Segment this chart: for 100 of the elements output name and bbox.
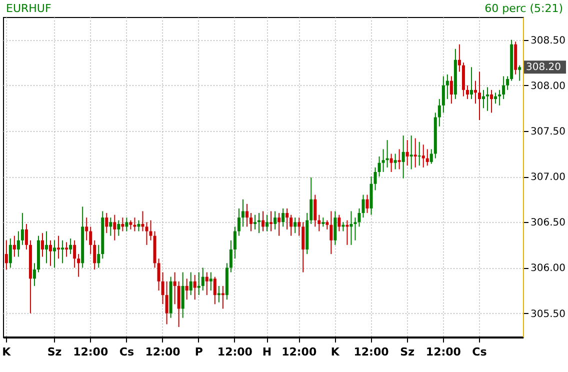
candlestick <box>282 208 285 228</box>
x-tick-label: 12:00 <box>282 346 317 358</box>
candlestick <box>245 203 248 228</box>
candlestick <box>286 208 289 230</box>
candlestick <box>205 272 208 296</box>
candlestick <box>314 194 317 228</box>
candlestick <box>426 148 429 166</box>
x-tick-label: Cs <box>472 346 488 358</box>
candlestick <box>366 194 369 214</box>
candlestick <box>498 89 502 106</box>
candlestick <box>442 76 445 114</box>
candlestick <box>209 272 212 292</box>
candlestick <box>418 141 421 166</box>
chart-subtitle: 60 perc (5:21) <box>484 2 563 15</box>
candlestick <box>482 89 486 109</box>
candlestick <box>354 217 357 241</box>
candlestick <box>326 220 329 230</box>
candlestick <box>197 272 200 296</box>
candlestick <box>334 210 337 246</box>
candlestick <box>185 278 188 300</box>
candlestick <box>262 210 264 232</box>
candlestick <box>161 272 164 305</box>
chart-title: EURHUF <box>6 2 52 15</box>
candlestick <box>294 217 297 234</box>
candlestick <box>470 66 473 100</box>
x-tick-label: H <box>262 346 272 358</box>
candlestick <box>157 258 160 292</box>
candlestick <box>466 84 469 100</box>
candlestick <box>201 267 204 292</box>
candlestick <box>274 210 277 230</box>
candlestick <box>414 138 417 168</box>
candlestick <box>298 217 301 236</box>
y-tick-label: 307.00 <box>530 172 566 184</box>
candlestick <box>77 254 80 278</box>
x-tick-label: Sz <box>400 346 414 358</box>
candlestick <box>402 135 405 179</box>
candlestick <box>69 238 72 255</box>
candlestick <box>270 210 273 232</box>
candlestick <box>145 222 148 246</box>
x-tick-label: 12:00 <box>426 346 462 358</box>
candlestick <box>458 44 461 72</box>
candlestick <box>478 71 481 121</box>
candlestick <box>193 274 196 300</box>
candlestick <box>474 80 477 104</box>
candlestick <box>450 76 453 104</box>
candlestick <box>141 210 144 232</box>
candlestick <box>253 214 256 230</box>
candlestick <box>117 220 120 236</box>
candlestick <box>8 238 12 268</box>
candlestick <box>374 166 377 191</box>
candlestick <box>322 217 325 228</box>
x-tick-label: K <box>330 346 340 358</box>
candlestick <box>237 208 240 236</box>
candlestick <box>32 262 36 286</box>
candlestick <box>65 242 68 258</box>
candlestick <box>438 98 441 127</box>
candlestick <box>406 140 409 166</box>
candlestick <box>358 208 361 228</box>
candlestick <box>61 240 64 264</box>
candlestick <box>410 135 413 170</box>
annotation: 308.20 <box>526 62 561 74</box>
candlestick <box>446 74 449 100</box>
candlestick <box>177 280 180 328</box>
candlestick <box>113 214 116 241</box>
candlestick <box>290 214 293 236</box>
candlestick <box>181 272 184 318</box>
candlestick <box>330 210 333 255</box>
candlestick <box>40 232 44 258</box>
x-tick-label: 12:00 <box>73 346 108 358</box>
candlestick <box>217 285 220 303</box>
candlestick <box>189 272 192 296</box>
candlestick <box>486 86 490 112</box>
candlestick <box>350 210 353 246</box>
candlestick <box>49 240 52 266</box>
y-tick-label: 306.00 <box>530 263 566 274</box>
candlestick <box>93 240 96 270</box>
candlestick <box>318 214 321 232</box>
candlestick <box>390 153 393 172</box>
x-tick-label: P <box>194 346 203 358</box>
candlestick <box>53 240 56 268</box>
candlestick <box>229 240 232 273</box>
candlestick <box>173 272 176 305</box>
y-tick-label: 305.50 <box>530 308 566 320</box>
candlestick <box>57 235 60 260</box>
candlestick <box>109 217 112 236</box>
candlestick <box>89 226 92 255</box>
candlestick <box>278 212 281 236</box>
x-tick-label: Sz <box>47 346 62 358</box>
y-tick-label: 306.50 <box>530 218 566 229</box>
candlestick <box>16 230 20 258</box>
candlestick <box>266 214 269 232</box>
candlestick <box>241 198 244 228</box>
candlestick <box>24 223 28 250</box>
candlestick <box>85 217 88 241</box>
candlestick <box>249 212 252 232</box>
candlestick <box>20 212 24 246</box>
candlestick <box>105 212 108 234</box>
candlestick <box>125 217 128 232</box>
candlestick <box>502 76 506 100</box>
candlestick <box>310 176 313 224</box>
